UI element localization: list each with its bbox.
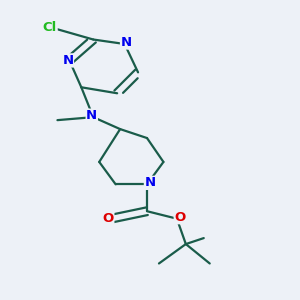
Text: O: O: [174, 211, 185, 224]
Text: N: N: [62, 54, 74, 67]
Text: Cl: Cl: [43, 21, 57, 34]
Text: N: N: [121, 36, 132, 49]
Text: N: N: [144, 176, 156, 189]
Text: N: N: [86, 109, 97, 122]
Text: O: O: [103, 212, 114, 225]
